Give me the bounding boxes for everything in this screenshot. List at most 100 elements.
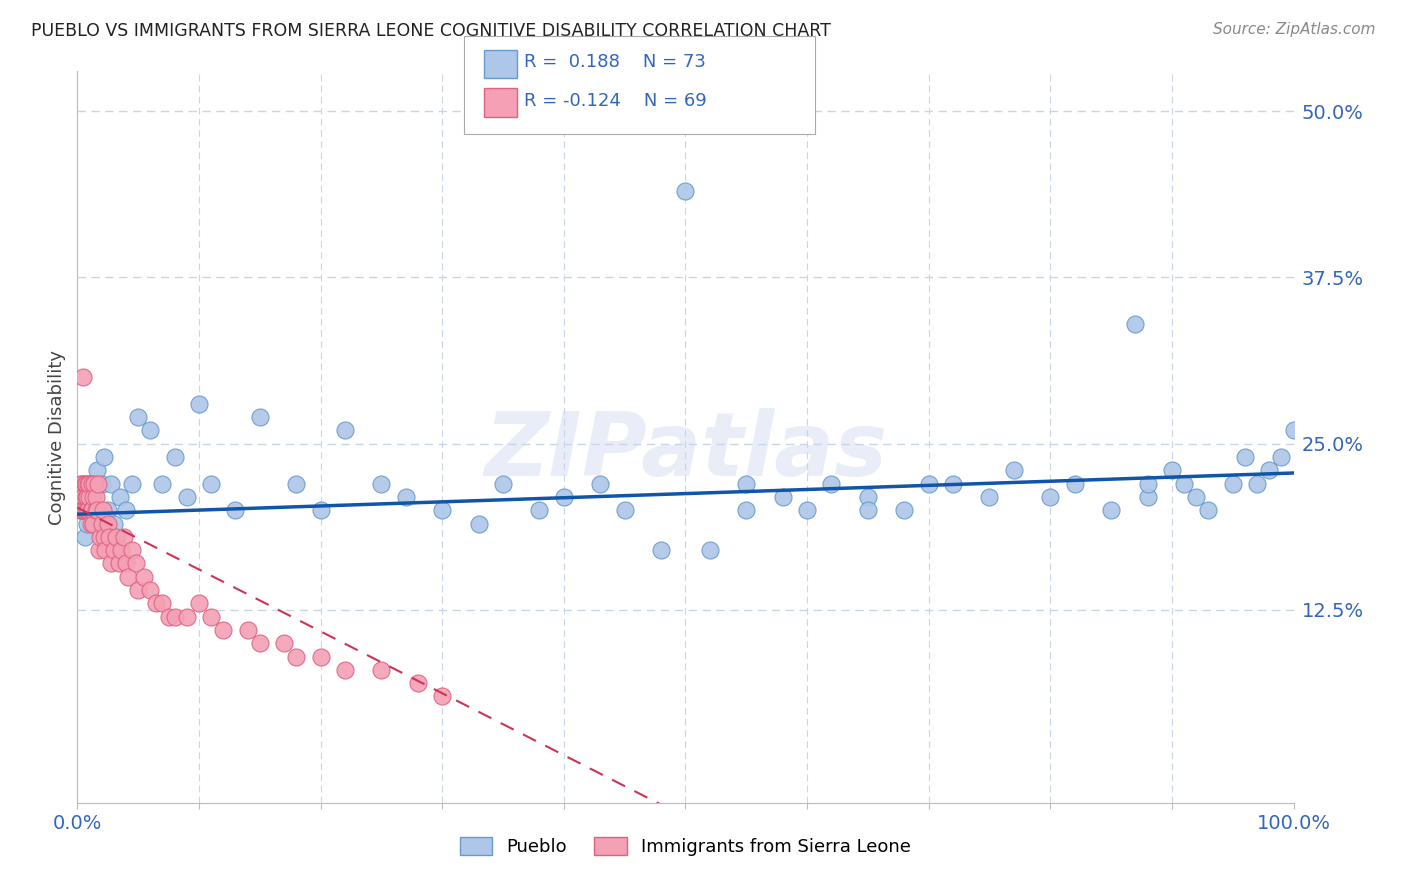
Point: [70, 490, 93, 504]
Point: [467, 516, 489, 531]
Point: [73, 476, 96, 491]
Point: [406, 676, 429, 690]
Point: [97, 530, 120, 544]
Point: [1125, 317, 1147, 331]
Point: [1063, 476, 1085, 491]
Point: [103, 516, 125, 531]
Point: [100, 476, 122, 491]
Point: [430, 690, 453, 704]
Point: [117, 570, 139, 584]
Point: [76, 516, 98, 531]
Point: [735, 503, 758, 517]
Point: [796, 503, 818, 517]
Point: [370, 476, 392, 491]
Point: [309, 649, 332, 664]
Point: [224, 503, 246, 517]
Point: [1136, 476, 1159, 491]
Legend: Pueblo, Immigrants from Sierra Leone: Pueblo, Immigrants from Sierra Leone: [453, 830, 918, 863]
Point: [529, 503, 551, 517]
Point: [430, 503, 453, 517]
Point: [675, 184, 697, 198]
Point: [86, 503, 108, 517]
Point: [80, 503, 103, 517]
Point: [121, 476, 143, 491]
Point: [89, 530, 111, 544]
Point: [77, 476, 100, 491]
Point: [70, 503, 93, 517]
Point: [75, 490, 97, 504]
Point: [236, 623, 259, 637]
Point: [589, 476, 612, 491]
Point: [1039, 490, 1062, 504]
Point: [107, 557, 129, 571]
Point: [89, 543, 111, 558]
Point: [82, 516, 104, 531]
Point: [121, 543, 143, 558]
Point: [80, 503, 103, 517]
Point: [73, 503, 96, 517]
Point: [69, 503, 91, 517]
Point: [75, 490, 97, 504]
Point: [1282, 424, 1305, 438]
Point: [80, 516, 103, 531]
Point: [97, 503, 120, 517]
Y-axis label: Cognitive Disability: Cognitive Disability: [48, 350, 66, 524]
Point: [115, 503, 138, 517]
Point: [127, 582, 149, 597]
Point: [110, 543, 132, 558]
Point: [76, 503, 98, 517]
Point: [699, 543, 721, 558]
Point: [163, 450, 186, 464]
Point: [90, 476, 112, 491]
Point: [1233, 450, 1256, 464]
Point: [139, 582, 162, 597]
Point: [200, 609, 222, 624]
Point: [87, 476, 110, 491]
Point: [127, 410, 149, 425]
Point: [70, 503, 93, 517]
Point: [942, 476, 965, 491]
Point: [67, 490, 90, 504]
Point: [70, 503, 93, 517]
Point: [91, 503, 114, 517]
Point: [76, 490, 98, 504]
Point: [285, 649, 308, 664]
Point: [105, 530, 128, 544]
Point: [84, 490, 107, 504]
Point: [84, 476, 107, 491]
Point: [188, 596, 211, 610]
Point: [856, 503, 879, 517]
Point: [90, 516, 112, 531]
Point: [188, 397, 211, 411]
Point: [80, 476, 103, 491]
Point: [1258, 463, 1281, 477]
Point: [77, 503, 100, 517]
Point: [249, 636, 271, 650]
Point: [370, 663, 392, 677]
Point: [115, 557, 138, 571]
Point: [979, 490, 1001, 504]
Point: [112, 530, 135, 544]
Point: [103, 543, 125, 558]
Point: [82, 516, 104, 531]
Point: [79, 476, 101, 491]
Point: [1222, 476, 1244, 491]
Point: [72, 490, 94, 504]
Point: [163, 609, 186, 624]
Point: [80, 503, 103, 517]
Point: [72, 476, 94, 491]
Point: [553, 490, 575, 504]
Point: [1099, 503, 1122, 517]
Point: [1173, 476, 1195, 491]
Point: [1246, 476, 1268, 491]
Point: [83, 476, 105, 491]
Point: [72, 370, 94, 384]
Point: [200, 476, 222, 491]
Point: [772, 490, 794, 504]
Point: [735, 476, 758, 491]
Text: R =  0.188    N = 73: R = 0.188 N = 73: [524, 54, 706, 71]
Point: [285, 476, 308, 491]
Point: [309, 503, 332, 517]
Point: [108, 490, 131, 504]
Point: [93, 530, 115, 544]
